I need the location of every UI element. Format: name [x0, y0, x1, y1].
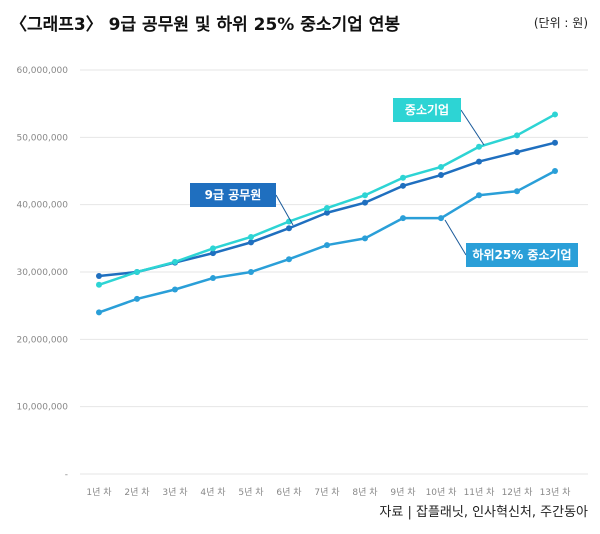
data-point	[210, 275, 216, 282]
data-point	[514, 149, 520, 156]
y-tick-label: 40,000,000	[16, 201, 68, 211]
data-point	[324, 205, 330, 212]
data-point	[134, 269, 140, 275]
callout-leader	[275, 194, 294, 226]
callout-2: 하위25% 중소기업	[444, 219, 578, 267]
y-tick-label: 60,000,000	[16, 66, 68, 76]
data-point	[476, 192, 482, 199]
callout-0: 9급 공무원	[190, 183, 294, 226]
data-point	[514, 132, 520, 139]
x-tick-label: 5년 차	[238, 486, 264, 498]
data-point	[248, 239, 254, 246]
data-point	[96, 281, 102, 288]
data-point	[438, 215, 444, 222]
x-tick-label: 6년 차	[276, 486, 302, 498]
x-axis: 1년 차 2년 차 3년 차 4년 차 5년 차 6년 차 7년 차 8년 차 9년 차 10년 …	[86, 486, 571, 498]
data-point	[362, 235, 368, 242]
series-label: 중소기업	[405, 102, 449, 117]
chart-title: 〈그래프3〉 9급 공무원 및 하위 25% 중소기업 연봉	[10, 15, 401, 35]
data-point	[476, 143, 482, 150]
data-point	[286, 256, 292, 263]
series-label: 하위25% 중소기업	[472, 247, 571, 262]
y-axis: 60,000,000 50,000,000 40,000,000 30,000,000…	[16, 66, 68, 480]
data-point	[552, 111, 558, 118]
x-tick-label: 12년 차	[502, 486, 534, 498]
callout-box	[466, 243, 578, 267]
data-point	[286, 225, 292, 232]
data-point	[248, 233, 254, 240]
x-tick-label: 10년 차	[426, 486, 458, 498]
data-point	[210, 250, 216, 257]
data-point	[476, 158, 482, 165]
data-point	[438, 163, 444, 170]
data-point	[400, 174, 406, 181]
data-point	[438, 172, 444, 179]
x-tick-label: 7년 차	[314, 486, 340, 498]
data-point	[96, 273, 102, 280]
x-tick-label: 4년 차	[200, 486, 226, 498]
x-tick-label: 3년 차	[162, 486, 188, 498]
callout-leader	[444, 219, 467, 256]
data-point	[362, 192, 368, 199]
source-note: 자료 | 잡플래닛, 인사혁신처, 주간동아	[379, 505, 588, 520]
series-label: 9급 공무원	[205, 188, 262, 202]
callout-leader	[460, 109, 485, 146]
data-point	[362, 199, 368, 206]
callout-box	[190, 183, 276, 207]
data-point	[134, 295, 140, 302]
series-line-2	[97, 169, 557, 314]
x-tick-label: 8년 차	[352, 486, 378, 498]
data-point	[324, 209, 330, 216]
x-tick-label: 11년 차	[464, 486, 496, 498]
data-point	[324, 242, 330, 249]
y-tick-label: 30,000,000	[16, 268, 68, 278]
data-point	[400, 182, 406, 189]
data-point	[172, 258, 178, 265]
data-point	[248, 269, 254, 275]
y-tick-label: -	[65, 470, 68, 480]
data-point	[96, 309, 102, 316]
data-point	[172, 286, 178, 293]
data-point	[552, 168, 558, 174]
y-tick-label: 10,000,000	[16, 403, 68, 413]
data-point	[210, 245, 216, 252]
y-tick-label: 20,000,000	[16, 335, 68, 345]
x-tick-label: 2년 차	[124, 486, 150, 498]
data-point	[514, 188, 520, 195]
unit-label: (단위 : 원)	[533, 16, 588, 30]
x-tick-label: 9년 차	[390, 486, 416, 498]
data-point	[400, 215, 406, 222]
gridlines	[80, 69, 588, 475]
x-tick-label: 13년 차	[540, 486, 572, 498]
y-tick-label: 50,000,000	[16, 133, 68, 143]
x-tick-label: 1년 차	[86, 486, 112, 498]
data-point	[552, 139, 558, 146]
callout-1: 중소기업	[393, 98, 485, 146]
callout-box	[393, 98, 461, 122]
series-points	[96, 111, 558, 316]
